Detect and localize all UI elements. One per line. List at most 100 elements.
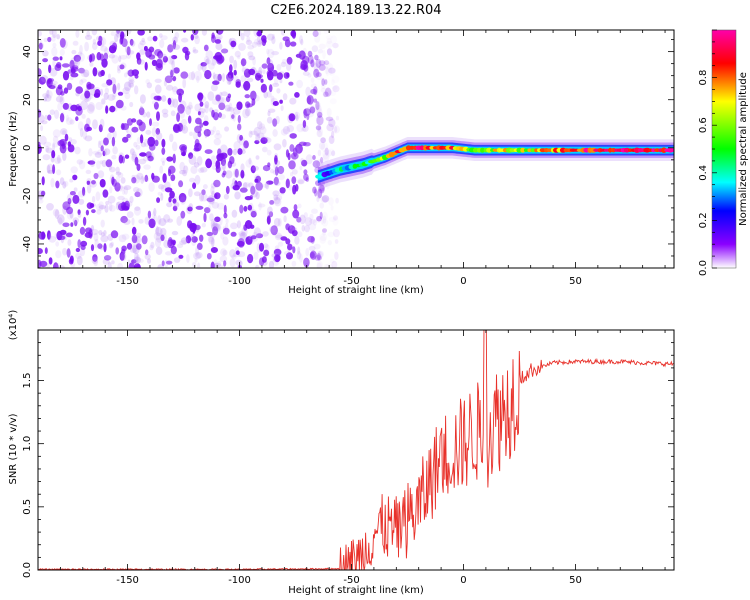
noise-speckle [109, 40, 117, 47]
noise-speckle [305, 154, 313, 165]
snr-line [38, 330, 674, 570]
noise-speckle [42, 50, 49, 57]
noise-speckle [236, 101, 243, 110]
noise-speckle [318, 64, 326, 71]
noise-speckle [236, 220, 241, 229]
noise-speckle [315, 105, 322, 113]
noise-speckle [84, 34, 93, 41]
noise-speckle [131, 69, 139, 76]
noise-speckle [117, 64, 121, 71]
noise-speckle [257, 30, 262, 37]
noise-speckle [209, 233, 215, 239]
noise-speckle [97, 170, 105, 179]
noise-speckle [331, 260, 338, 268]
noise-speckle [138, 107, 145, 116]
noise-speckle [323, 91, 329, 98]
noise-speckle [124, 45, 129, 53]
noise-speckle [211, 190, 215, 198]
noise-speckle [180, 210, 186, 219]
noise-speckle [49, 68, 58, 77]
noise-speckle [288, 113, 296, 122]
noise-speckle [219, 255, 228, 263]
noise-speckle [77, 239, 81, 249]
noise-speckle [172, 153, 176, 164]
noise-speckle [57, 140, 65, 147]
noise-speckle [265, 181, 270, 190]
noise-speckle [142, 177, 150, 182]
noise-speckle [132, 244, 137, 254]
noise-speckle [320, 77, 325, 83]
noise-speckle [98, 230, 103, 236]
noise-speckle [320, 196, 328, 203]
noise-speckle [108, 73, 111, 80]
noise-speckle [84, 135, 93, 142]
noise-speckle [219, 113, 226, 119]
noise-speckle [270, 95, 275, 103]
noise-speckle [153, 101, 159, 110]
noise-speckle [244, 220, 253, 229]
noise-speckle [232, 112, 236, 122]
noise-speckle [286, 56, 293, 65]
noise-speckle [312, 186, 317, 194]
noise-speckle [247, 77, 254, 83]
noise-speckle [234, 50, 241, 58]
noise-speckle [79, 79, 84, 85]
noise-speckle [126, 242, 133, 250]
noise-speckle [295, 53, 302, 58]
noise-speckle [47, 164, 51, 174]
noise-speckle [188, 155, 197, 165]
noise-speckle [73, 187, 78, 192]
noise-speckle [123, 81, 132, 92]
noise-speckle [38, 42, 43, 50]
noise-speckle [78, 52, 85, 62]
noise-speckle [138, 121, 146, 132]
y-tick-label: -20 [22, 188, 33, 204]
noise-speckle [62, 222, 70, 228]
noise-speckle [143, 164, 151, 170]
noise-speckle [98, 201, 104, 211]
noise-speckle [206, 231, 214, 237]
noise-speckle [248, 157, 252, 165]
noise-speckle [173, 67, 180, 74]
noise-speckle [89, 62, 94, 67]
noise-speckle [149, 244, 154, 251]
noise-speckle [248, 130, 253, 138]
noise-speckle [38, 30, 42, 37]
noise-speckle [167, 218, 174, 223]
noise-speckle [86, 178, 92, 185]
noise-speckle [320, 156, 324, 164]
noise-speckle [302, 120, 307, 128]
noise-speckle [303, 108, 307, 119]
noise-speckle [240, 231, 247, 241]
noise-speckle [135, 144, 141, 150]
noise-speckle [224, 126, 230, 132]
noise-speckle [233, 69, 237, 76]
noise-speckle [137, 60, 142, 66]
ridge-core-blob [480, 147, 485, 153]
noise-speckle [148, 218, 156, 229]
ridge-core-blob [472, 147, 479, 153]
noise-speckle [255, 181, 263, 191]
noise-speckle [93, 258, 98, 267]
noise-speckle [321, 218, 329, 227]
noise-speckle [124, 92, 131, 100]
noise-speckle [231, 254, 237, 260]
snr-plot-area [38, 330, 674, 570]
noise-speckle [245, 236, 253, 245]
noise-speckle [241, 67, 248, 73]
noise-speckle [273, 180, 281, 186]
noise-speckle [212, 165, 217, 170]
noise-speckle [131, 259, 139, 266]
noise-speckle [273, 143, 282, 151]
noise-speckle [77, 190, 86, 198]
noise-speckle [180, 118, 188, 127]
noise-speckle [330, 205, 334, 211]
noise-speckle [240, 32, 245, 41]
noise-speckle [173, 257, 181, 263]
noise-speckle [167, 97, 172, 105]
noise-speckle [38, 248, 43, 255]
noise-speckle [107, 195, 116, 204]
noise-speckle [297, 51, 304, 60]
noise-speckle [317, 251, 324, 258]
noise-speckle [128, 79, 135, 84]
